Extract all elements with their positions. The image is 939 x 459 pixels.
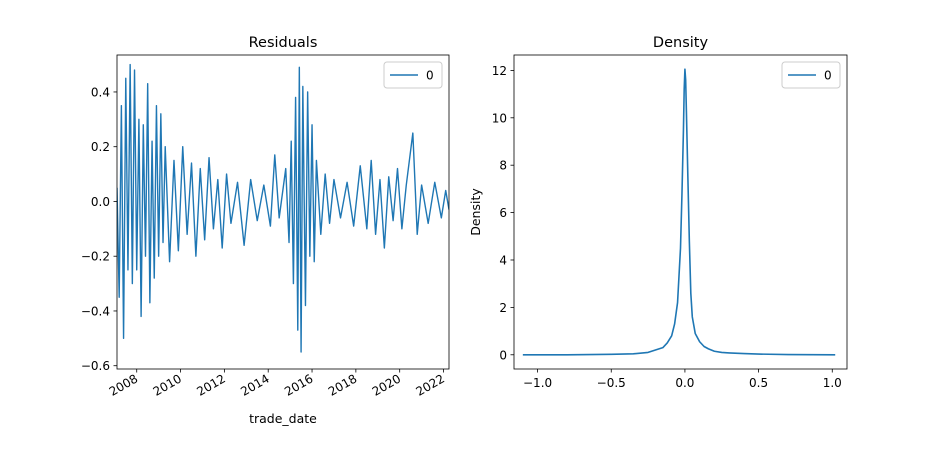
y-tick-label: −0.6 bbox=[81, 359, 110, 373]
y-tick-label: 12 bbox=[492, 64, 507, 78]
x-tick-label: −1.0 bbox=[523, 376, 552, 390]
series-line-0 bbox=[522, 68, 836, 356]
x-tick-label: 2022 bbox=[414, 371, 447, 398]
x-axis-label: trade_date bbox=[249, 411, 317, 426]
axes-frame bbox=[116, 54, 450, 370]
x-tick-label: 2010 bbox=[151, 371, 184, 398]
legend-label: 0 bbox=[426, 69, 434, 83]
x-tick-label: 1.0 bbox=[823, 376, 842, 390]
x-tick-label: 0.0 bbox=[675, 376, 694, 390]
x-tick-label: 2014 bbox=[238, 371, 271, 398]
y-tick-label: 6 bbox=[499, 206, 507, 220]
x-tick-label: 2008 bbox=[107, 371, 140, 398]
y-tick-label: 0.2 bbox=[91, 140, 110, 154]
chart-title: Residuals bbox=[249, 35, 318, 51]
y-tick-label: 8 bbox=[499, 159, 507, 173]
y-tick-label: 0.0 bbox=[91, 195, 110, 209]
legend: 0 bbox=[383, 61, 443, 89]
x-tick-label: 0.5 bbox=[749, 376, 768, 390]
residuals-panel: 2008 2010 2012 2014 2016 2018 2020 2022 0.4 0.2 0.… bbox=[81, 35, 450, 426]
legend-label: 0 bbox=[824, 69, 832, 83]
x-tick-label: 2018 bbox=[326, 371, 359, 398]
y-tick-label: 2 bbox=[499, 301, 507, 315]
x-tick-label: 2016 bbox=[282, 371, 315, 398]
legend: 0 bbox=[781, 61, 841, 89]
y-tick-label: 4 bbox=[499, 253, 507, 267]
x-tick-label: 2020 bbox=[370, 371, 403, 398]
series-line-0 bbox=[117, 63, 449, 353]
y-tick-label: 0 bbox=[499, 348, 507, 362]
x-tick-label: 2012 bbox=[194, 371, 227, 398]
y-tick-label: 0.4 bbox=[91, 85, 110, 99]
axes-frame bbox=[513, 54, 848, 370]
y-tick-label: −0.2 bbox=[81, 250, 110, 264]
chart-title: Density bbox=[653, 35, 709, 51]
y-tick-label: 10 bbox=[492, 111, 507, 125]
y-axis-label: Density bbox=[468, 188, 483, 236]
x-tick-label: −0.5 bbox=[597, 376, 626, 390]
y-tick-label: −0.4 bbox=[81, 304, 110, 318]
density-panel: −1.0 −0.5 0.0 0.5 1.0 0 2 4 6 8 10 12 Density Density… bbox=[468, 35, 848, 390]
